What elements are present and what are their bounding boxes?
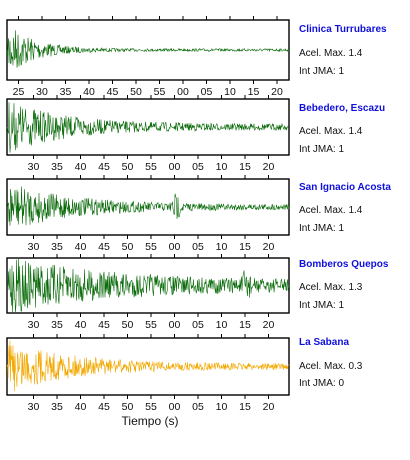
tick-label: 00 xyxy=(177,86,189,98)
waveform-line xyxy=(6,186,290,226)
tick-label: 45 xyxy=(107,86,119,98)
tick-label: 15 xyxy=(239,241,251,253)
tick-label: 20 xyxy=(263,161,275,173)
station-info-1: Bebedero, Escazu Acel. Max. 1.4 Int JMA:… xyxy=(299,103,409,155)
tick-label: 50 xyxy=(130,86,142,98)
tick-label: 20 xyxy=(263,241,275,253)
station-name: Clinica Turrubares xyxy=(299,24,387,35)
tick-label: 15 xyxy=(239,161,251,173)
tick-label: 35 xyxy=(51,401,63,413)
tick-label: 55 xyxy=(145,161,157,173)
int-jma: Int JMA: 0 xyxy=(299,378,345,389)
tick-label: 30 xyxy=(28,401,40,413)
station-name: San Ignacio Acosta xyxy=(299,182,391,193)
tick-label: 45 xyxy=(98,401,110,413)
panel-1: 30 35 40 45 50 55 00 05 10 15 20 xyxy=(6,95,290,173)
tick-label: 05 xyxy=(192,319,204,331)
tick-label: 20 xyxy=(271,86,283,98)
tick-label: 50 xyxy=(122,241,134,253)
tick-label: 15 xyxy=(239,401,251,413)
tick-label: 00 xyxy=(169,241,181,253)
waveform-line xyxy=(6,102,290,153)
tick-label: 40 xyxy=(75,241,87,253)
station-name: Bebedero, Escazu xyxy=(299,103,386,114)
waveform-line xyxy=(6,30,290,68)
waveform-line xyxy=(6,258,290,313)
panel-3: 30 35 40 45 50 55 00 05 10 15 20 xyxy=(6,254,290,331)
tick-label: 15 xyxy=(239,319,251,331)
tick-label: 55 xyxy=(154,86,166,98)
panel-4: 30 35 40 45 50 55 00 05 10 15 20 xyxy=(6,334,290,413)
station-info-4: La Sabana Acel. Max. 0.3 Int JMA: 0 xyxy=(299,337,409,389)
tick-label: 55 xyxy=(145,319,157,331)
tick-label: 15 xyxy=(248,86,260,98)
tick-label: 35 xyxy=(60,86,72,98)
tick-label: 30 xyxy=(28,319,40,331)
tick-label: 55 xyxy=(145,401,157,413)
panel-0: 25 30 35 40 45 50 55 00 05 10 15 20 xyxy=(6,16,290,98)
tick-label: 40 xyxy=(75,319,87,331)
station-name: La Sabana xyxy=(299,337,350,348)
tick-label: 45 xyxy=(98,319,110,331)
station-info-3: Bomberos Quepos Acel. Max. 1.3 Int JMA: … xyxy=(299,259,409,311)
int-jma: Int JMA: 1 xyxy=(299,223,345,234)
tick-label: 00 xyxy=(169,161,181,173)
tick-label: 45 xyxy=(98,241,110,253)
x-axis-label: Tiempo (s) xyxy=(121,414,179,428)
tick-label: 10 xyxy=(216,241,228,253)
tick-label: 35 xyxy=(51,319,63,331)
tick-label: 05 xyxy=(192,161,204,173)
tick-label: 10 xyxy=(224,86,236,98)
tick-label: 25 xyxy=(13,86,25,98)
int-jma: Int JMA: 1 xyxy=(299,144,345,155)
tick-label: 35 xyxy=(51,241,63,253)
tick-label: 10 xyxy=(216,319,228,331)
tick-label: 50 xyxy=(122,161,134,173)
station-info-0: Clinica Turrubares Acel. Max. 1.4 Int JM… xyxy=(299,24,409,77)
tick-label: 50 xyxy=(122,319,134,331)
acel-max: Acel. Max. 1.4 xyxy=(299,205,363,216)
tick-label: 40 xyxy=(75,401,87,413)
acel-max: Acel. Max. 1.4 xyxy=(299,48,363,59)
waveform-line xyxy=(6,340,290,392)
tick-label: 10 xyxy=(216,401,228,413)
int-jma: Int JMA: 1 xyxy=(299,66,345,77)
tick-label: 30 xyxy=(36,86,48,98)
tick-label: 10 xyxy=(216,161,228,173)
int-jma: Int JMA: 1 xyxy=(299,300,345,311)
station-name: Bomberos Quepos xyxy=(299,259,389,270)
tick-label: 30 xyxy=(28,241,40,253)
tick-label: 45 xyxy=(98,161,110,173)
tick-label: 20 xyxy=(263,319,275,331)
acel-max: Acel. Max. 1.4 xyxy=(299,126,363,137)
tick-label: 05 xyxy=(192,401,204,413)
station-info-2: San Ignacio Acosta Acel. Max. 1.4 Int JM… xyxy=(299,182,409,234)
tick-label: 30 xyxy=(28,161,40,173)
acel-max: Acel. Max. 1.3 xyxy=(299,282,363,293)
tick-label: 05 xyxy=(192,241,204,253)
tick-label: 40 xyxy=(75,161,87,173)
tick-label: 00 xyxy=(169,401,181,413)
tick-label: 40 xyxy=(83,86,95,98)
tick-label: 50 xyxy=(122,401,134,413)
tick-label: 00 xyxy=(169,319,181,331)
tick-label: 35 xyxy=(51,161,63,173)
acel-max: Acel. Max. 0.3 xyxy=(299,361,363,372)
tick-label: 05 xyxy=(201,86,213,98)
tick-label: 20 xyxy=(263,401,275,413)
panel-2: 30 35 40 45 50 55 00 05 10 15 20 xyxy=(6,175,290,253)
tick-label: 55 xyxy=(145,241,157,253)
